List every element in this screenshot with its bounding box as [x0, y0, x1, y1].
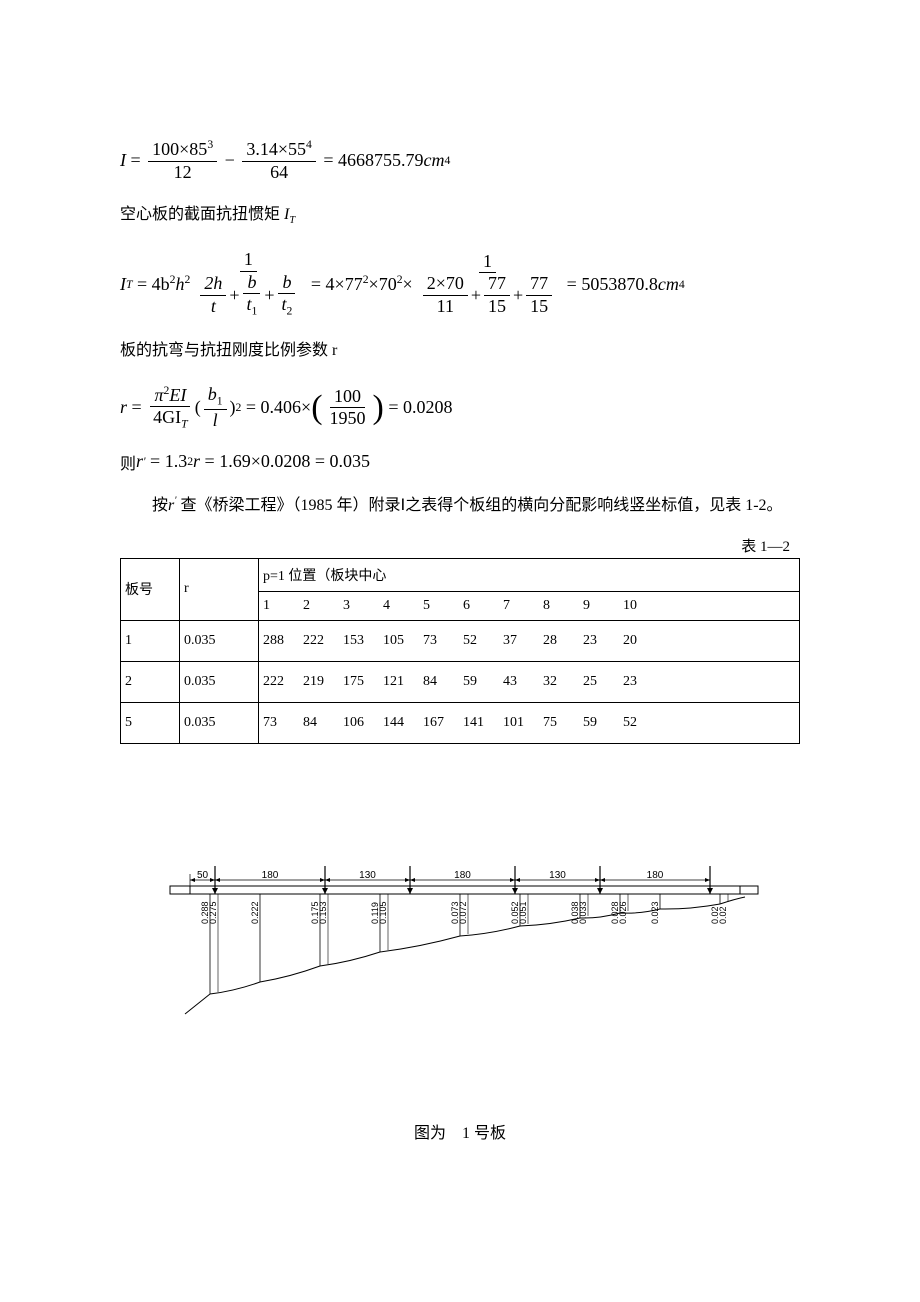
cell-value: 288: [263, 633, 303, 649]
cell-value: 23: [583, 633, 623, 649]
page-content: I = 100×853 12 − 3.14×554 64 = 4668755.7…: [0, 0, 920, 1223]
table-caption: 表 1—2: [120, 535, 800, 556]
cell-value: 52: [623, 715, 663, 731]
equation-IT: IT = 4b2h2 1 2ht + bt1 + bt2 = 4×772×702…: [120, 249, 800, 319]
cell-r: 0.035: [180, 702, 259, 743]
cell-value: 52: [463, 633, 503, 649]
cell-value: 73: [423, 633, 463, 649]
col-label: 2: [303, 598, 343, 614]
cell-value: 20: [623, 633, 663, 649]
cell-value: 84: [423, 674, 463, 690]
cell-value: 84: [303, 715, 343, 731]
svg-text:130: 130: [359, 870, 376, 881]
cell-value: 59: [583, 715, 623, 731]
col-label: 10: [623, 598, 663, 614]
svg-text:180: 180: [647, 870, 664, 881]
table-row: 50.0357384106144167141101755952: [121, 702, 800, 743]
svg-text:180: 180: [262, 870, 279, 881]
equation-r: r = π2EI 4GIT ( b1 l )2 = 0.406 × ( 100 …: [120, 384, 800, 432]
svg-text:0.072: 0.072: [458, 901, 468, 924]
table-row: 20.035222219175121845943322523: [121, 661, 800, 702]
th-plate-no: 板号: [121, 558, 180, 620]
cell-value: 167: [423, 715, 463, 731]
cell-value: 101: [503, 715, 543, 731]
svg-text:0.033: 0.033: [578, 901, 588, 924]
svg-text:0.023: 0.023: [650, 901, 660, 924]
cell-values: 288222153105735237282320: [259, 620, 800, 661]
cell-r: 0.035: [180, 661, 259, 702]
col-label: 8: [543, 598, 583, 614]
cell-r: 0.035: [180, 620, 259, 661]
svg-text:0.051: 0.051: [518, 901, 528, 924]
col-label: 7: [503, 598, 543, 614]
lookup-paragraph: 按r' 查《桥梁工程》（1985 年）附录Ⅰ之表得个板组的横向分配影响线竖坐标值…: [120, 492, 800, 521]
svg-text:0.02: 0.02: [718, 906, 728, 924]
equation-I: I = 100×853 12 − 3.14×554 64 = 4668755.7…: [120, 138, 800, 183]
col-label: 1: [263, 598, 303, 614]
svg-text:0.105: 0.105: [378, 901, 388, 924]
influence-line-figure: 501801301801301800.2880.2750.2220.1750.1…: [120, 844, 800, 1049]
cell-value: 222: [303, 633, 343, 649]
cell-value: 175: [343, 674, 383, 690]
cell-plate-no: 2: [121, 661, 180, 702]
svg-text:0.222: 0.222: [250, 901, 260, 924]
svg-text:0.153: 0.153: [318, 901, 328, 924]
cell-value: 43: [503, 674, 543, 690]
cell-value: 75: [543, 715, 583, 731]
text-r-label: 板的抗弯与抗扭刚度比例参数 r: [120, 337, 800, 366]
th-r: r: [180, 558, 259, 620]
col-label: 5: [423, 598, 463, 614]
cell-value: 219: [303, 674, 343, 690]
figure-caption: 图为 1 号板: [120, 1119, 800, 1143]
text-it-label: 空心板的截面抗扭惯矩 IT: [120, 201, 800, 231]
svg-text:180: 180: [454, 870, 471, 881]
cell-value: 141: [463, 715, 503, 731]
cell-value: 106: [343, 715, 383, 731]
figure-svg: 501801301801301800.2880.2750.2220.1750.1…: [120, 844, 760, 1044]
cell-value: 222: [263, 674, 303, 690]
svg-text:50: 50: [197, 870, 209, 881]
cell-value: 37: [503, 633, 543, 649]
cell-value: 121: [383, 674, 423, 690]
th-cols: 12345678910: [259, 591, 800, 620]
svg-text:130: 130: [549, 870, 566, 881]
cell-value: 23: [623, 674, 663, 690]
cell-value: 105: [383, 633, 423, 649]
cell-value: 32: [543, 674, 583, 690]
col-label: 6: [463, 598, 503, 614]
influence-table: 板号 r p=1 位置（板块中心 12345678910 10.03528822…: [120, 558, 800, 744]
th-position: p=1 位置（板块中心: [259, 558, 800, 591]
svg-text:0.275: 0.275: [208, 901, 218, 924]
cell-value: 153: [343, 633, 383, 649]
col-label: 3: [343, 598, 383, 614]
cell-plate-no: 5: [121, 702, 180, 743]
cell-value: 25: [583, 674, 623, 690]
cell-value: 28: [543, 633, 583, 649]
cell-values: 7384106144167141101755952: [259, 702, 800, 743]
col-label: 9: [583, 598, 623, 614]
cell-value: 73: [263, 715, 303, 731]
equation-r-prime: 则 r' = 1.32 r = 1.69×0.0208 = 0.035: [120, 450, 800, 474]
cell-value: 144: [383, 715, 423, 731]
cell-values: 222219175121845943322523: [259, 661, 800, 702]
cell-value: 59: [463, 674, 503, 690]
table-row: 10.035288222153105735237282320: [121, 620, 800, 661]
cell-plate-no: 1: [121, 620, 180, 661]
svg-text:0.026: 0.026: [618, 901, 628, 924]
col-label: 4: [383, 598, 423, 614]
